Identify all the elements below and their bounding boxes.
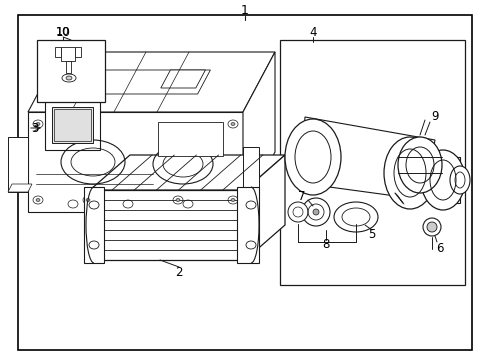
Ellipse shape	[231, 122, 235, 126]
Ellipse shape	[68, 200, 78, 208]
Polygon shape	[243, 52, 275, 212]
Ellipse shape	[228, 120, 238, 128]
Ellipse shape	[176, 198, 180, 202]
Ellipse shape	[173, 196, 183, 204]
Polygon shape	[8, 137, 28, 192]
Bar	[280, 40, 465, 285]
Ellipse shape	[228, 196, 238, 204]
Polygon shape	[90, 155, 285, 190]
Polygon shape	[55, 47, 61, 57]
Polygon shape	[28, 52, 275, 112]
Ellipse shape	[384, 137, 436, 209]
Ellipse shape	[313, 209, 319, 215]
Polygon shape	[237, 187, 259, 263]
Ellipse shape	[398, 137, 442, 193]
Ellipse shape	[421, 150, 465, 210]
Text: 9: 9	[431, 111, 439, 123]
Bar	[45, 100, 100, 150]
Ellipse shape	[36, 198, 40, 202]
Polygon shape	[435, 157, 460, 203]
Ellipse shape	[285, 119, 341, 195]
Polygon shape	[68, 70, 210, 94]
Polygon shape	[61, 47, 75, 61]
Polygon shape	[28, 112, 243, 212]
Ellipse shape	[83, 196, 93, 204]
Text: 3: 3	[31, 122, 39, 135]
Ellipse shape	[33, 120, 43, 128]
Text: 4: 4	[309, 26, 317, 39]
Polygon shape	[161, 70, 205, 88]
Polygon shape	[75, 47, 81, 57]
Bar	[52, 107, 93, 143]
Polygon shape	[66, 61, 71, 73]
Ellipse shape	[36, 122, 40, 126]
Ellipse shape	[62, 74, 76, 82]
Ellipse shape	[302, 198, 330, 226]
Polygon shape	[90, 190, 245, 260]
Ellipse shape	[423, 218, 441, 236]
Ellipse shape	[89, 241, 99, 249]
Ellipse shape	[288, 202, 308, 222]
Ellipse shape	[427, 222, 437, 232]
Text: 10: 10	[55, 26, 71, 39]
Polygon shape	[245, 155, 285, 260]
Ellipse shape	[86, 198, 90, 202]
Bar	[158, 122, 223, 156]
Ellipse shape	[89, 201, 99, 209]
Ellipse shape	[183, 200, 193, 208]
Ellipse shape	[450, 166, 470, 194]
Polygon shape	[243, 147, 259, 187]
Polygon shape	[84, 187, 104, 263]
Text: 10: 10	[56, 27, 70, 37]
Ellipse shape	[334, 202, 378, 232]
Text: 6: 6	[436, 242, 444, 255]
Ellipse shape	[66, 76, 72, 80]
Text: 8: 8	[322, 238, 330, 252]
Ellipse shape	[246, 241, 256, 249]
Text: 1: 1	[241, 4, 249, 18]
Ellipse shape	[246, 201, 256, 209]
Polygon shape	[8, 184, 32, 192]
Ellipse shape	[33, 196, 43, 204]
Text: 5: 5	[368, 229, 376, 242]
Ellipse shape	[231, 198, 235, 202]
Polygon shape	[300, 117, 435, 200]
Bar	[37, 40, 105, 102]
Text: 2: 2	[175, 266, 183, 279]
Text: 7: 7	[298, 190, 306, 203]
Bar	[54, 109, 91, 141]
Ellipse shape	[123, 200, 133, 208]
